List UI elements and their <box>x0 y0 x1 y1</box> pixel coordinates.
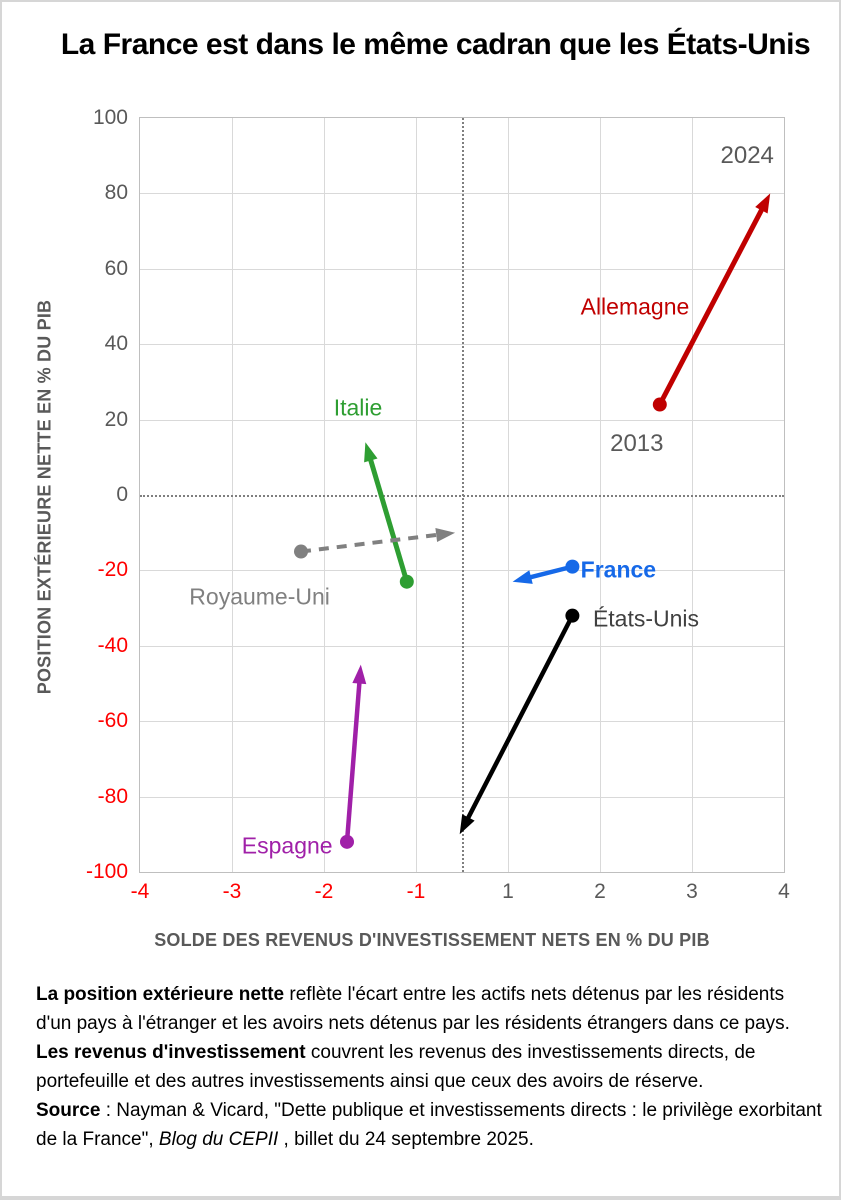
y-axis-title: POSITION EXTÉRIEURE NETTE EN % DU PIB <box>34 299 55 695</box>
y-tick-label: 0 <box>116 483 128 506</box>
start-dot-Royaume-Uni <box>294 544 308 559</box>
y-tick-label: 20 <box>104 407 128 431</box>
start-dot-Espagne <box>340 834 354 849</box>
x-tick-label: -2 <box>314 880 334 903</box>
arrow-head-Allemagne <box>755 193 771 214</box>
y-tick-label: -100 <box>85 860 128 883</box>
arrow-head-Royaume-Uni <box>435 528 456 542</box>
start-dot-France <box>565 559 580 574</box>
x-tick-label: 4 <box>778 880 790 903</box>
start-dot-États-Unis <box>565 608 580 623</box>
zero-line-vertical <box>462 118 464 872</box>
x-tick-label: -3 <box>222 880 242 903</box>
note-segment: couvrent les revenus des investissements… <box>36 1042 756 1092</box>
y-tick-label: -80 <box>97 784 128 808</box>
x-tick-label: -4 <box>130 880 150 903</box>
chart-title: La France est dans le même cadran que le… <box>60 28 811 61</box>
y-tick-label: 60 <box>104 256 128 280</box>
country-label-Royaume-Uni: Royaume-Uni <box>189 583 330 610</box>
y-tick-label: -60 <box>97 709 128 733</box>
country-label-Allemagne: Allemagne <box>580 293 690 319</box>
arrow-head-Italie <box>364 442 378 463</box>
y-tick-label: 80 <box>104 181 128 205</box>
arrow-head-Espagne <box>352 664 367 685</box>
annotation-2013: 2013 <box>610 430 664 458</box>
arrow-line-Espagne <box>344 674 363 843</box>
country-label-Italie: Italie <box>333 394 383 421</box>
arrow-line-Allemagne <box>657 201 768 406</box>
note-segment: , billet du 24 septembre 2025. <box>278 1129 534 1150</box>
y-tick-label: 40 <box>104 332 128 356</box>
start-dot-Italie <box>399 574 414 589</box>
arrow-head-France <box>512 570 533 584</box>
x-tick-label: -1 <box>406 880 426 903</box>
note-segment: Blog du CEPII <box>158 1129 279 1150</box>
country-label-États-Unis: États-Unis <box>592 605 700 632</box>
y-tick-label: -40 <box>97 633 128 657</box>
note-paragraph: Source : Nayman & Vicard, "Dette publiqu… <box>36 1096 824 1154</box>
country-label-Espagne: Espagne <box>241 832 333 859</box>
note-segment: La position extérieure nette <box>36 984 285 1005</box>
arrow-head-États-Unis <box>459 814 475 835</box>
x-tick-label: 2 <box>594 880 606 903</box>
footnotes: La position extérieure nette reflète l'é… <box>36 980 824 1154</box>
note-segment: : Nayman & Vicard, "Dette publique et in… <box>36 1100 822 1150</box>
country-label-France: France <box>580 556 657 583</box>
x-tick-label: 3 <box>686 880 698 903</box>
note-paragraph: La position extérieure nette reflète l'é… <box>36 980 824 1038</box>
note-paragraph: Les revenus d'investissement couvrent le… <box>36 1038 824 1096</box>
y-tick-label: 100 <box>92 106 128 129</box>
x-tick-label: 1 <box>502 880 514 903</box>
annotation-2024: 2024 <box>720 141 774 169</box>
arrow-line-États-Unis <box>462 614 575 827</box>
plot-area: -4 -3 -2 -1 1 2 3 4 100 80 60 40 20 0 -20 -40 -60 -80 -100… <box>86 106 790 903</box>
note-segment: reflète l'écart entre les actifs nets dé… <box>36 984 790 1034</box>
x-axis-title: SOLDE DES REVENUS D'INVESTISSEMENT NETS … <box>154 930 710 950</box>
arrow-line-Italie <box>365 451 410 583</box>
arrow-line-Royaume-Uni <box>300 531 445 554</box>
note-segment: Source <box>36 1100 101 1121</box>
start-dot-Allemagne <box>652 397 667 412</box>
note-segment: Les revenus d'investissement <box>36 1042 306 1063</box>
arrows-layer <box>294 193 771 849</box>
y-tick-label: -20 <box>97 558 128 582</box>
